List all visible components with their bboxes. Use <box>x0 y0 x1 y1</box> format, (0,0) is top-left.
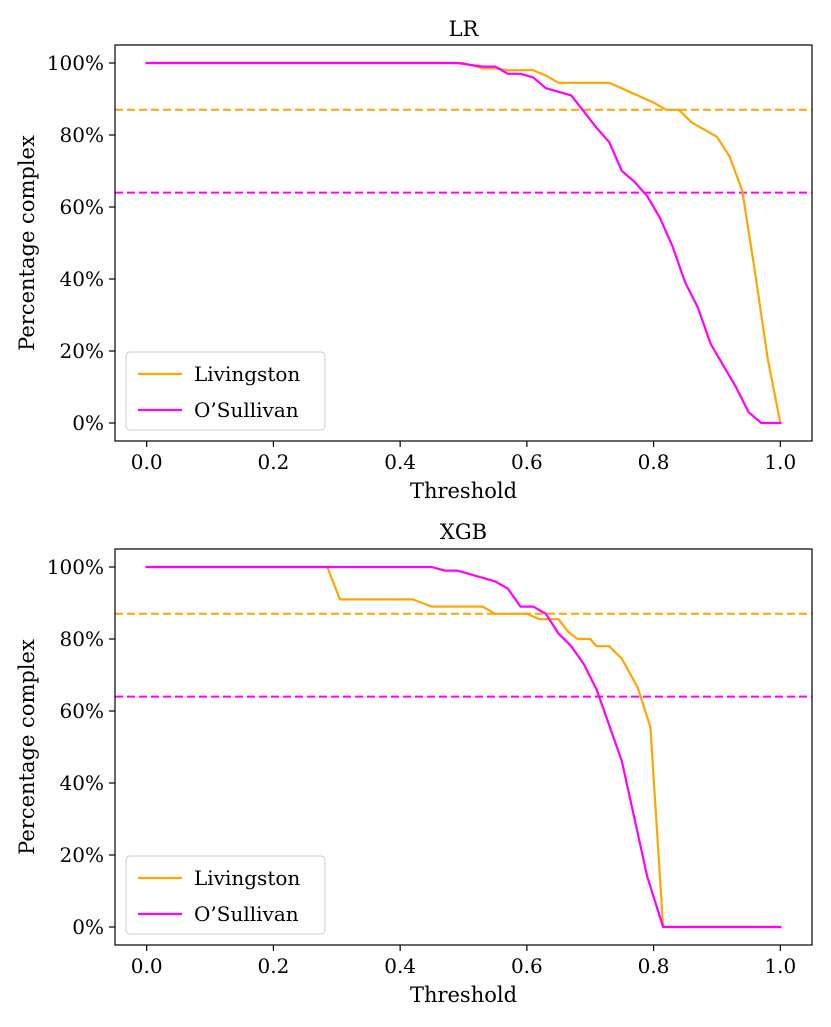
lr-ylabel: Percentage complex <box>15 135 39 351</box>
xgb-axes-frame <box>114 548 813 946</box>
xgb-ytick-label: 80% <box>60 627 104 651</box>
lr-chart: LR 0.0 0.2 0.4 0.6 0.8 1.0 0% 20% 40% 60% 80% 100% Th… <box>15 17 813 503</box>
lr-ytick-label: 80% <box>60 123 104 147</box>
lr-title: LR <box>449 17 480 41</box>
xgb-xtick-label: 1.0 <box>764 954 796 978</box>
lr-plot-area <box>115 61 812 425</box>
xgb-ytick-label: 60% <box>60 699 104 723</box>
xgb-plot-area <box>115 565 812 929</box>
xgb-xtick-label: 0.0 <box>131 954 163 978</box>
xgb-chart: XGB 0.0 0.2 0.4 0.6 0.8 1.0 0% 20% 40% 60% 80% 100% T… <box>15 520 813 1007</box>
lr-xtick-label: 0.4 <box>384 450 416 474</box>
lr-xtick-label: 0.0 <box>131 450 163 474</box>
xgb-xlabel: Threshold <box>410 983 517 1007</box>
xgb-xtick-label: 0.6 <box>511 954 543 978</box>
lr-legend: Livingston O’Sullivan <box>125 351 326 431</box>
lr-ytick-label: 60% <box>60 195 104 219</box>
xgb-ytick-label: 40% <box>60 771 104 795</box>
xgb-legend: Livingston O’Sullivan <box>125 855 326 935</box>
xgb-title: XGB <box>440 520 487 544</box>
lr-legend-label-o-sullivan: O’Sullivan <box>194 398 299 422</box>
lr-xtick-label: 0.6 <box>511 450 543 474</box>
xgb-xtick-label: 0.2 <box>258 954 290 978</box>
lr-ytick-label: 100% <box>47 51 104 75</box>
lr-xtick-label: 0.8 <box>638 450 670 474</box>
xgb-legend-label-o-sullivan: O’Sullivan <box>194 902 299 926</box>
xgb-ytick-label: 20% <box>60 843 104 867</box>
xgb-ytick-label: 100% <box>47 555 104 579</box>
lr-legend-label-livingston: Livingston <box>194 362 300 386</box>
xgb-series-livingston <box>145 565 782 929</box>
lr-series-livingston <box>145 61 782 425</box>
xgb-xtick-label: 0.8 <box>638 954 670 978</box>
lr-ytick-label: 0% <box>72 411 104 435</box>
lr-axes-frame <box>114 44 813 442</box>
xgb-xtick-label: 0.4 <box>384 954 416 978</box>
lr-xlabel: Threshold <box>410 479 517 503</box>
xgb-series-o-sullivan <box>145 565 782 929</box>
lr-ytick-label: 20% <box>60 339 104 363</box>
xgb-legend-label-livingston: Livingston <box>194 866 300 890</box>
lr-xtick-label: 1.0 <box>764 450 796 474</box>
lr-series-o-sullivan <box>145 61 782 425</box>
lr-xtick-label: 0.2 <box>258 450 290 474</box>
xgb-ylabel: Percentage complex <box>15 639 39 855</box>
lr-ytick-label: 40% <box>60 267 104 291</box>
xgb-ytick-label: 0% <box>72 915 104 939</box>
